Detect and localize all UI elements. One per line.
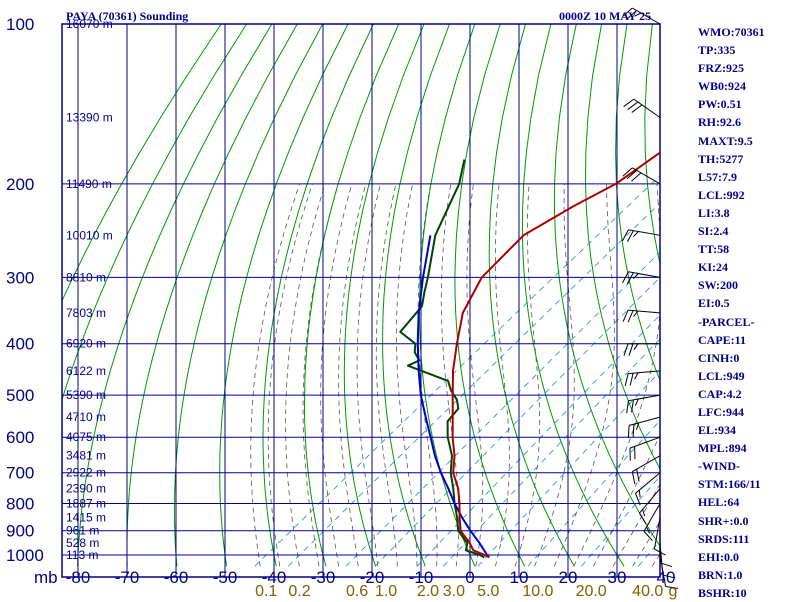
chart-title: PAYA (70361) Sounding — [66, 9, 188, 24]
height-label: 7803 m — [66, 306, 106, 320]
index-row: TP:335 — [698, 41, 765, 59]
index-row: SW:200 — [698, 276, 765, 294]
index-row: EL:934 — [698, 421, 765, 439]
pressure-unit-label: mb — [34, 568, 58, 587]
temperature-tick-label: 0 — [465, 568, 474, 587]
index-row: STM:166/11 — [698, 475, 765, 493]
height-label: 1887 m — [66, 497, 106, 511]
index-row: LFC:944 — [698, 403, 765, 421]
index-row: WMO:70361 — [698, 23, 765, 41]
mixing-ratio-label: 3.0 — [443, 583, 465, 600]
height-label: 113 m — [66, 548, 98, 562]
pressure-label-800: 800 — [6, 495, 34, 514]
height-label: 6122 m — [66, 364, 106, 378]
pressure-label-300: 300 — [6, 268, 34, 287]
index-row: MAXT:9.5 — [698, 132, 765, 150]
pressure-label-1000: 1000 — [6, 546, 44, 565]
mixing-ratio-label: 10.0 — [522, 583, 553, 600]
mixing-ratio-label: g — [669, 583, 678, 600]
index-row: RH:92.6 — [698, 113, 765, 131]
pressure-label-600: 600 — [6, 428, 34, 447]
height-label: 3481 m — [66, 449, 106, 463]
temperature-tick-label: -30 — [311, 568, 336, 587]
index-row: TH:5277 — [698, 150, 765, 168]
height-label: 10010 m — [66, 228, 113, 242]
sounding-datetime: 0000Z 10 MAY 25 — [559, 9, 651, 24]
index-row: EI:0.5 — [698, 294, 765, 312]
mixing-ratio-label: 1.0 — [375, 583, 397, 600]
index-row: TT:58 — [698, 240, 765, 258]
index-row: -PARCEL- — [698, 313, 765, 331]
index-row: SHR+:0.0 — [698, 512, 765, 530]
height-label: 4710 m — [66, 410, 106, 424]
height-label: 1415 m — [66, 511, 106, 525]
index-row: WB0:924 — [698, 77, 765, 95]
mixing-ratio-label: 0.2 — [288, 583, 310, 600]
index-row: CAP:4.2 — [698, 385, 765, 403]
pressure-label-700: 700 — [6, 464, 34, 483]
pressure-label-500: 500 — [6, 386, 34, 405]
index-row: CINH:0 — [698, 349, 765, 367]
index-row: PW:0.51 — [698, 95, 765, 113]
index-row: LCL:992 — [698, 186, 765, 204]
index-row: FRZ:925 — [698, 59, 765, 77]
index-row: L57:7.9 — [698, 168, 765, 186]
index-row: SRDS:111 — [698, 530, 765, 548]
index-row: BSHR:10 — [698, 584, 765, 602]
mixing-ratio-label: 2.0 — [417, 583, 439, 600]
height-label: 6920 m — [66, 337, 106, 351]
height-label: 8810 m — [66, 270, 106, 284]
temperature-tick-label: 30 — [608, 568, 627, 587]
mixing-ratio-label: 5.0 — [477, 583, 499, 600]
mixing-ratio-label: 0.6 — [346, 583, 368, 600]
mixing-ratio-label: 20.0 — [576, 583, 607, 600]
pressure-label-200: 200 — [6, 175, 34, 194]
pressure-label-900: 900 — [6, 522, 34, 541]
index-row: BRN:1.0 — [698, 566, 765, 584]
height-label: 13390 m — [66, 111, 113, 125]
mixing-ratio-label: 40.0 — [632, 583, 663, 600]
pressure-label-100: 100 — [6, 15, 34, 34]
index-row: HEL:64 — [698, 493, 765, 511]
index-row: SI:2.4 — [698, 222, 765, 240]
height-label: 2390 m — [66, 482, 106, 496]
height-label: 2922 m — [66, 466, 106, 480]
height-label: 5390 m — [66, 388, 106, 402]
index-row: KI:24 — [698, 258, 765, 276]
index-row: MPL:894 — [698, 439, 765, 457]
index-row: -WIND- — [698, 457, 765, 475]
temperature-tick-label: -60 — [164, 568, 189, 587]
pressure-label-400: 400 — [6, 335, 34, 354]
height-label: 4075 m — [66, 430, 106, 444]
index-row: EHI:0.0 — [698, 548, 765, 566]
temperature-tick-label: -70 — [115, 568, 140, 587]
height-label: 11490 m — [66, 177, 112, 191]
index-row: LI:3.8 — [698, 204, 765, 222]
mixing-ratio-label: 0.1 — [255, 583, 277, 600]
temperature-tick-label: -80 — [66, 568, 91, 587]
index-row: LCL:949 — [698, 367, 765, 385]
temperature-tick-label: -50 — [213, 568, 238, 587]
index-row: CAPE:11 — [698, 331, 765, 349]
